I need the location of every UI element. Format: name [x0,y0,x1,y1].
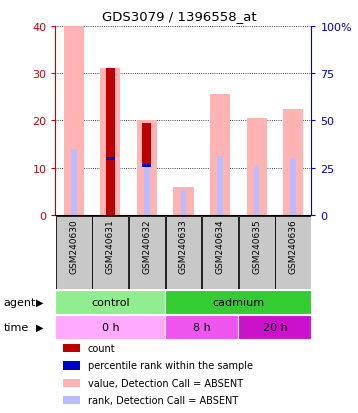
Text: time: time [4,322,29,332]
Text: GDS3079 / 1396558_at: GDS3079 / 1396558_at [102,10,256,23]
Bar [275,216,311,289]
Text: GSM240633: GSM240633 [179,218,188,273]
Text: ▶: ▶ [36,297,43,307]
Bar [71,150,77,215]
Text: value, Detection Call = ABSENT: value, Detection Call = ABSENT [88,378,243,388]
Text: GSM240630: GSM240630 [69,218,78,273]
Text: GSM240631: GSM240631 [106,218,115,273]
Bar [63,344,80,352]
Bar [165,290,311,314]
Bar [92,216,128,289]
Text: 20 h: 20 h [262,322,287,332]
Text: GSM240635: GSM240635 [252,218,261,273]
Bar [173,187,194,215]
Bar [239,216,275,289]
Text: ▶: ▶ [36,322,43,332]
Bar [247,119,267,215]
Bar [55,290,165,314]
Bar [106,69,115,215]
Bar [142,164,151,168]
Bar [63,379,80,387]
Bar [137,121,157,215]
Text: GSM240636: GSM240636 [289,218,297,273]
Bar [129,216,165,289]
Bar [283,109,303,215]
Bar [55,315,165,339]
Bar [63,361,80,370]
Bar [106,157,115,161]
Bar [165,216,202,289]
Bar [181,191,186,215]
Bar [64,27,84,215]
Text: agent: agent [4,297,36,307]
Bar [238,315,311,339]
Text: 0 h: 0 h [102,322,119,332]
Bar [56,216,92,289]
Bar [290,159,296,215]
Bar [108,159,113,215]
Text: cadmium: cadmium [212,297,265,307]
Text: rank, Detection Call = ABSENT: rank, Detection Call = ABSENT [88,395,238,405]
Text: control: control [91,297,130,307]
Bar [165,315,238,339]
Bar [63,396,80,404]
Bar [254,166,259,215]
Bar [210,95,230,215]
Text: 8 h: 8 h [193,322,211,332]
Text: count: count [88,343,115,353]
Bar [217,157,223,215]
Bar [100,69,120,215]
Text: percentile rank within the sample: percentile rank within the sample [88,361,253,370]
Bar [202,216,238,289]
Bar [144,166,150,215]
Text: GSM240634: GSM240634 [216,218,224,273]
Text: GSM240632: GSM240632 [142,218,151,273]
Bar [142,123,151,166]
